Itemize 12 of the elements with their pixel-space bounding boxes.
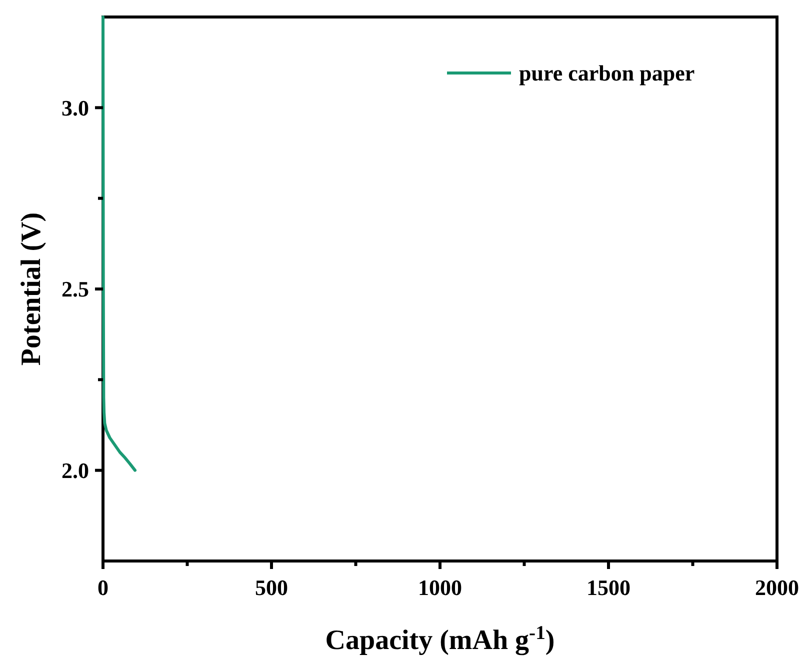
y-tick-label: 3.0 xyxy=(62,95,89,120)
line-series xyxy=(102,16,137,472)
y-tick-label: 2.5 xyxy=(62,276,89,302)
x-tick-label: 0 xyxy=(98,575,108,600)
legend-label: pure carbon paper xyxy=(519,60,695,86)
y-axis-title: Potential (V) xyxy=(16,212,47,366)
x-tick-label: 1000 xyxy=(418,575,462,600)
y-tick-label: 2.0 xyxy=(62,458,89,484)
x-tick-label: 500 xyxy=(255,575,288,600)
x-tick-label: 1500 xyxy=(586,575,630,600)
x-axis-title: Capacity (mAh g$^{-1}$) xyxy=(325,622,555,656)
x-tick-label: 2000 xyxy=(755,575,799,600)
